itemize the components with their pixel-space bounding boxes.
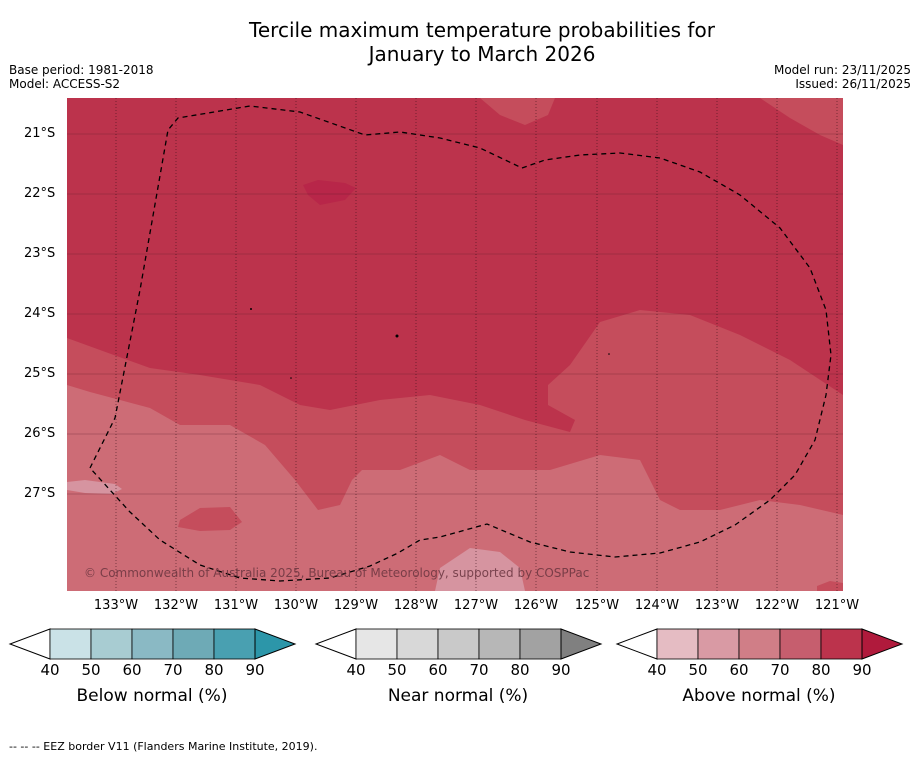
lon-label-133w: 133°W — [93, 598, 139, 613]
lon-label-128w: 128°W — [393, 598, 439, 613]
below-tick-70: 70 — [163, 661, 183, 679]
lat-label-24s: 24°S — [24, 306, 56, 321]
near-tick-90: 90 — [551, 661, 571, 679]
colorbar-near — [314, 628, 603, 660]
below-tick-90: 90 — [245, 661, 265, 679]
lon-label-123w: 123°W — [694, 598, 740, 613]
lon-label-124w: 124°W — [634, 598, 680, 613]
lon-label-126w: 126°W — [513, 598, 559, 613]
lon-label-121w: 121°W — [814, 598, 860, 613]
near-normal-label: Near normal (%) — [387, 686, 529, 706]
title-line-2: January to March 2026 — [368, 42, 596, 66]
lat-label-23s: 23°S — [24, 246, 56, 261]
grid-lines — [67, 133, 843, 495]
lon-label-125w: 125°W — [574, 598, 620, 613]
above-tick-90: 90 — [852, 661, 872, 679]
model-run: Model run: 23/11/2025 — [773, 63, 911, 77]
lat-label-27s: 27°S — [24, 486, 56, 501]
eez-border — [89, 105, 832, 582]
lat-label-21s: 21°S — [24, 126, 56, 141]
below-tick-50: 50 — [81, 661, 101, 679]
near-tick-40: 40 — [346, 661, 366, 679]
model-name: Model: ACCESS-S2 — [9, 77, 121, 91]
copyright-text: © Commonwealth of Australia 2025, Bureau… — [84, 566, 589, 580]
above-tick-80: 80 — [811, 661, 831, 679]
lon-label-130w: 130°W — [273, 598, 319, 613]
near-tick-80: 80 — [510, 661, 530, 679]
above-tick-70: 70 — [770, 661, 790, 679]
lon-label-129w: 129°W — [333, 598, 379, 613]
near-tick-50: 50 — [387, 661, 407, 679]
above-tick-50: 50 — [688, 661, 708, 679]
meta-right: Model run: 23/11/2025 Issued: 26/11/2025 — [774, 63, 911, 91]
field-70-80-patch — [178, 507, 242, 531]
field-90-patch — [303, 180, 356, 205]
map-title: Tercile maximum temperature probabilitie… — [0, 18, 919, 66]
title-line-1: Tercile maximum temperature probabilitie… — [249, 18, 715, 42]
lon-label-132w: 132°W — [153, 598, 199, 613]
above-normal-label: Above normal (%) — [682, 686, 836, 706]
issued-date: Issued: 26/11/2025 — [795, 77, 911, 91]
lat-label-25s: 25°S — [24, 366, 56, 381]
meridian-lines — [115, 98, 838, 591]
meta-left: Base period: 1981-2018 Model: ACCESS-S2 — [9, 63, 154, 91]
below-normal-label: Below normal (%) — [76, 686, 228, 706]
below-tick-40: 40 — [40, 661, 60, 679]
above-tick-40: 40 — [647, 661, 667, 679]
colorbar-below — [8, 628, 297, 660]
field-80-90 — [67, 98, 843, 432]
field-50-60 — [435, 548, 525, 591]
below-tick-60: 60 — [122, 661, 142, 679]
near-tick-70: 70 — [469, 661, 489, 679]
field-70-80-corner — [817, 581, 843, 591]
colorbar-above — [615, 628, 904, 660]
base-period: Base period: 1981-2018 — [9, 63, 154, 77]
lat-label-22s: 22°S — [24, 186, 56, 201]
above-tick-60: 60 — [729, 661, 749, 679]
lat-label-26s: 26°S — [24, 426, 56, 441]
field-50-60-left — [67, 480, 122, 494]
near-tick-60: 60 — [428, 661, 448, 679]
lon-label-122w: 122°W — [754, 598, 800, 613]
lon-label-127w: 127°W — [453, 598, 499, 613]
probability-fields — [67, 98, 843, 591]
island-markers — [250, 308, 610, 379]
field-70-80-top-right — [760, 98, 843, 145]
eez-footnote: -- -- -- EEZ border V11 (Flanders Marine… — [9, 740, 318, 753]
lon-label-131w: 131°W — [213, 598, 259, 613]
below-tick-80: 80 — [204, 661, 224, 679]
